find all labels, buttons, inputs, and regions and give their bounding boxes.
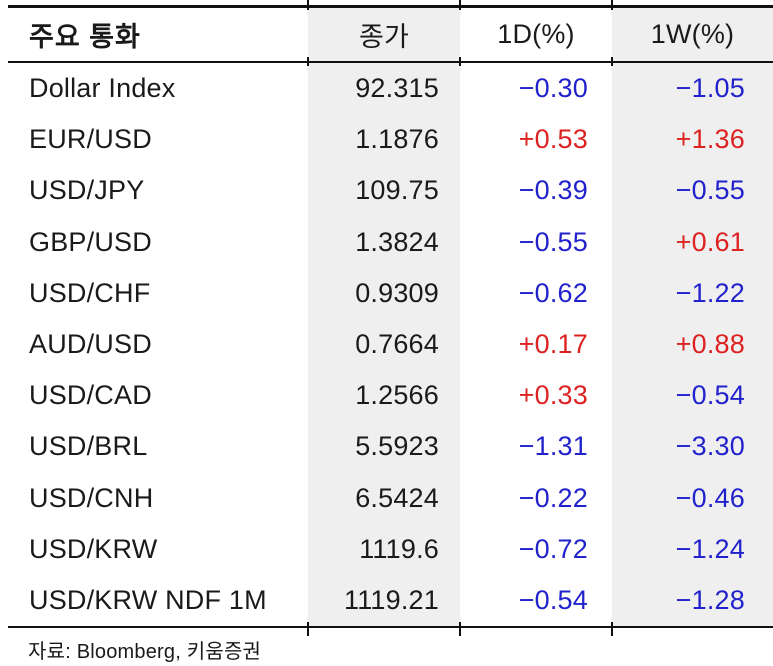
column-divider-tick: [307, 622, 309, 636]
change-1w-cell: −1.05: [612, 63, 773, 115]
currency-name-cell: USD/CAD: [29, 380, 152, 411]
currency-name-cell: AUD/USD: [29, 329, 152, 360]
change-1w-cell: −1.22: [612, 267, 773, 319]
column-divider-tick: [611, 0, 613, 10]
change-1d-cell: +0.53: [518, 124, 588, 155]
change-1d-cell: +0.17: [518, 329, 588, 360]
change-1d-cell: −0.30: [518, 73, 588, 104]
table-row: USD/CAD 1.2566 +0.33 −0.54: [8, 370, 773, 422]
column-header-1w: 1W(%): [612, 8, 773, 61]
table-header-row: 주요 통화 종가 1D(%) 1W(%): [8, 8, 773, 63]
table-row: EUR/USD 1.1876 +0.53 +1.36: [8, 114, 773, 166]
column-divider-tick: [611, 57, 613, 66]
change-1w-cell: −0.55: [612, 165, 773, 217]
column-divider-tick: [307, 0, 309, 10]
change-1d-cell: −0.39: [518, 175, 588, 206]
close-cell: 0.9309: [308, 267, 460, 319]
change-1w-cell: −1.24: [612, 523, 773, 575]
close-cell: 0.7664: [308, 318, 460, 371]
change-1d-cell: −1.31: [518, 431, 588, 462]
close-cell: 1119.21: [308, 574, 460, 627]
column-divider-tick: [459, 57, 461, 66]
close-cell: 109.75: [308, 165, 460, 217]
close-cell: 1119.6: [308, 523, 460, 575]
change-1w-cell: −1.28: [612, 574, 773, 627]
change-1w-cell: +1.36: [612, 114, 773, 166]
close-cell: 6.5424: [308, 472, 460, 524]
currency-name-cell: Dollar Index: [29, 73, 176, 104]
table-row: USD/KRW 1119.6 −0.72 −1.24: [8, 523, 773, 575]
currency-name-cell: USD/KRW NDF 1M: [29, 584, 267, 615]
table-row: USD/JPY 109.75 −0.39 −0.55: [8, 165, 773, 217]
currency-name-cell: EUR/USD: [29, 124, 152, 155]
close-cell: 1.1876: [308, 114, 460, 166]
major-currencies-table: 주요 통화 종가 1D(%) 1W(%) Dollar Index 92.315…: [8, 5, 773, 629]
source-note: 자료: Bloomberg, 키움증권: [28, 641, 262, 663]
column-header-currency: 주요 통화: [29, 22, 141, 52]
currency-name-cell: USD/CNH: [29, 482, 154, 513]
column-header-close: 종가: [308, 8, 460, 61]
change-1w-cell: −3.30: [612, 421, 773, 473]
currency-name-cell: USD/CHF: [29, 277, 151, 308]
close-cell: 92.315: [308, 63, 460, 115]
column-header-1d: 1D(%): [497, 19, 575, 49]
column-divider-tick: [611, 622, 613, 636]
currency-name-cell: USD/KRW: [29, 533, 158, 564]
change-1d-cell: −0.72: [518, 533, 588, 564]
currency-name-cell: USD/BRL: [29, 431, 148, 462]
column-divider-tick: [307, 57, 309, 66]
table-row: Dollar Index 92.315 −0.30 −1.05: [8, 63, 773, 115]
table-row: USD/BRL 5.5923 −1.31 −3.30: [8, 421, 773, 473]
table-row: GBP/USD 1.3824 −0.55 +0.61: [8, 216, 773, 268]
close-cell: 1.3824: [308, 216, 460, 268]
table-row: USD/CNH 6.5424 −0.22 −0.46: [8, 472, 773, 524]
close-cell: 5.5923: [308, 421, 460, 473]
table-row: USD/CHF 0.9309 −0.62 −1.22: [8, 267, 773, 319]
change-1d-cell: −0.62: [518, 277, 588, 308]
change-1d-cell: −0.54: [518, 584, 588, 615]
change-1d-cell: −0.22: [518, 482, 588, 513]
close-cell: 1.2566: [308, 370, 460, 422]
change-1w-cell: −0.54: [612, 370, 773, 422]
currency-name-cell: USD/JPY: [29, 175, 145, 206]
table-row: AUD/USD 0.7664 +0.17 +0.88: [8, 318, 773, 371]
change-1d-cell: −0.55: [518, 226, 588, 257]
change-1w-cell: −0.46: [612, 472, 773, 524]
column-divider-tick: [459, 622, 461, 636]
currency-name-cell: GBP/USD: [29, 226, 152, 257]
change-1d-cell: +0.33: [518, 380, 588, 411]
column-divider-tick: [459, 0, 461, 10]
change-1w-cell: +0.61: [612, 216, 773, 268]
table-row: USD/KRW NDF 1M 1119.21 −0.54 −1.28: [8, 574, 773, 627]
change-1w-cell: +0.88: [612, 318, 773, 371]
